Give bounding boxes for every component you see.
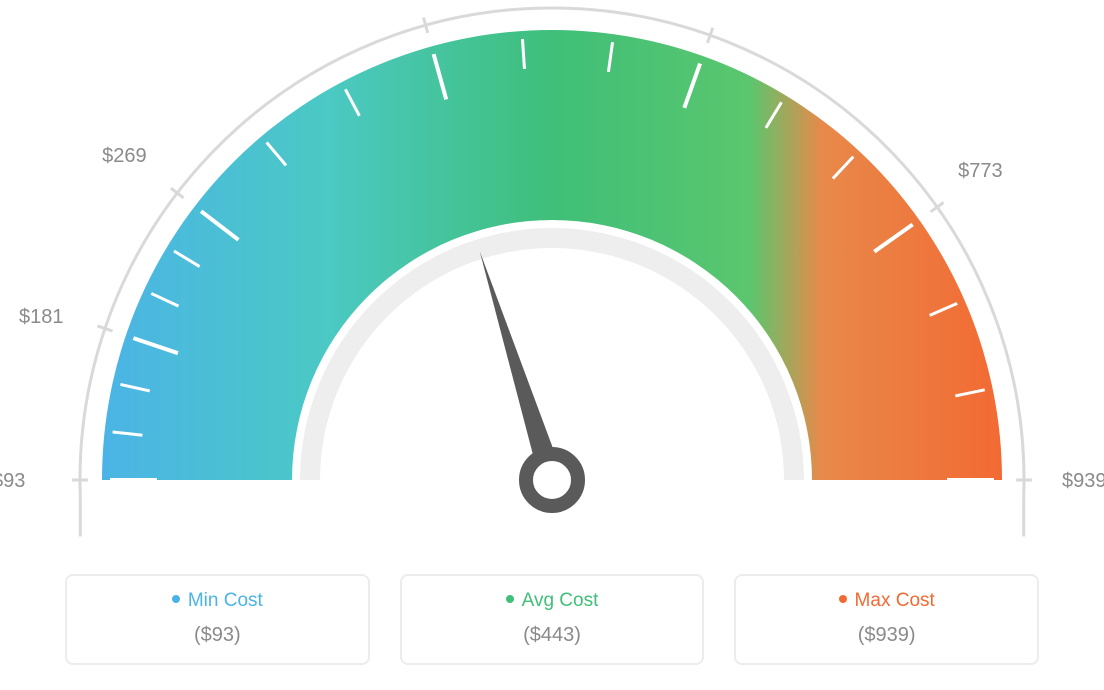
gauge-color-arc: [102, 30, 1002, 480]
legend-avg-title: Avg Cost: [402, 590, 703, 612]
legend-row: Min Cost ($93) Avg Cost ($443) Max Cost …: [0, 574, 1104, 665]
tick-label: $181: [19, 306, 64, 329]
legend-avg-label: Avg Cost: [522, 590, 599, 611]
tick-label: $269: [102, 145, 147, 168]
gauge-chart-container: $93$181$269$443$608$773$939 Min Cost ($9…: [0, 0, 1104, 690]
legend-min-label: Min Cost: [188, 590, 263, 611]
legend-card-avg: Avg Cost ($443): [400, 574, 705, 665]
tick-label: $939: [1062, 470, 1104, 493]
gauge-svg: [0, 0, 1104, 560]
legend-max-title: Max Cost: [736, 590, 1037, 612]
tick-label: $93: [0, 470, 25, 493]
legend-avg-value: ($443): [402, 624, 703, 647]
legend-min-title: Min Cost: [67, 590, 368, 612]
dot-icon: [172, 595, 180, 603]
legend-max-value: ($939): [736, 624, 1037, 647]
legend-max-label: Max Cost: [855, 590, 935, 611]
gauge-area: $93$181$269$443$608$773$939: [0, 0, 1104, 560]
legend-card-min: Min Cost ($93): [65, 574, 370, 665]
tick-label: $773: [958, 160, 1003, 183]
dot-icon: [839, 595, 847, 603]
legend-min-value: ($93): [67, 624, 368, 647]
dot-icon: [506, 595, 514, 603]
legend-card-max: Max Cost ($939): [734, 574, 1039, 665]
gauge-needle: [480, 251, 578, 506]
